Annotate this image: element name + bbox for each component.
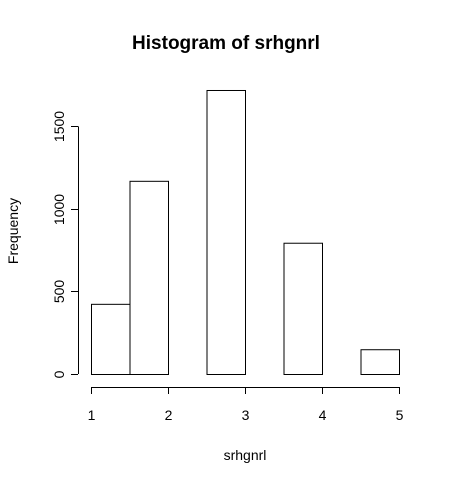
histogram-bar xyxy=(283,242,323,375)
histogram-bar xyxy=(206,89,246,376)
y-tick-label: 1000 xyxy=(51,194,67,225)
x-axis: 1 2 3 4 5 xyxy=(88,387,404,423)
chart-title: Histogram of srhgnrl xyxy=(132,33,320,54)
y-tick-label: 500 xyxy=(51,280,67,304)
histogram-bar xyxy=(91,303,131,376)
x-tick-label: 3 xyxy=(242,407,250,423)
x-tick-label: 4 xyxy=(319,407,327,423)
x-tick-label: 1 xyxy=(88,407,96,423)
y-axis: 0 500 1000 1500 xyxy=(51,111,79,378)
y-tick-label: 1500 xyxy=(51,111,67,142)
x-tick-label: 5 xyxy=(396,407,404,423)
histogram-bar xyxy=(360,349,400,375)
x-axis-label: srhgnrl xyxy=(224,447,267,463)
histogram-bar xyxy=(129,180,169,375)
x-tick-label: 2 xyxy=(165,407,173,423)
bars-group xyxy=(91,89,400,376)
y-tick-label: 0 xyxy=(51,370,67,378)
y-axis-label: Frequency xyxy=(5,198,21,264)
